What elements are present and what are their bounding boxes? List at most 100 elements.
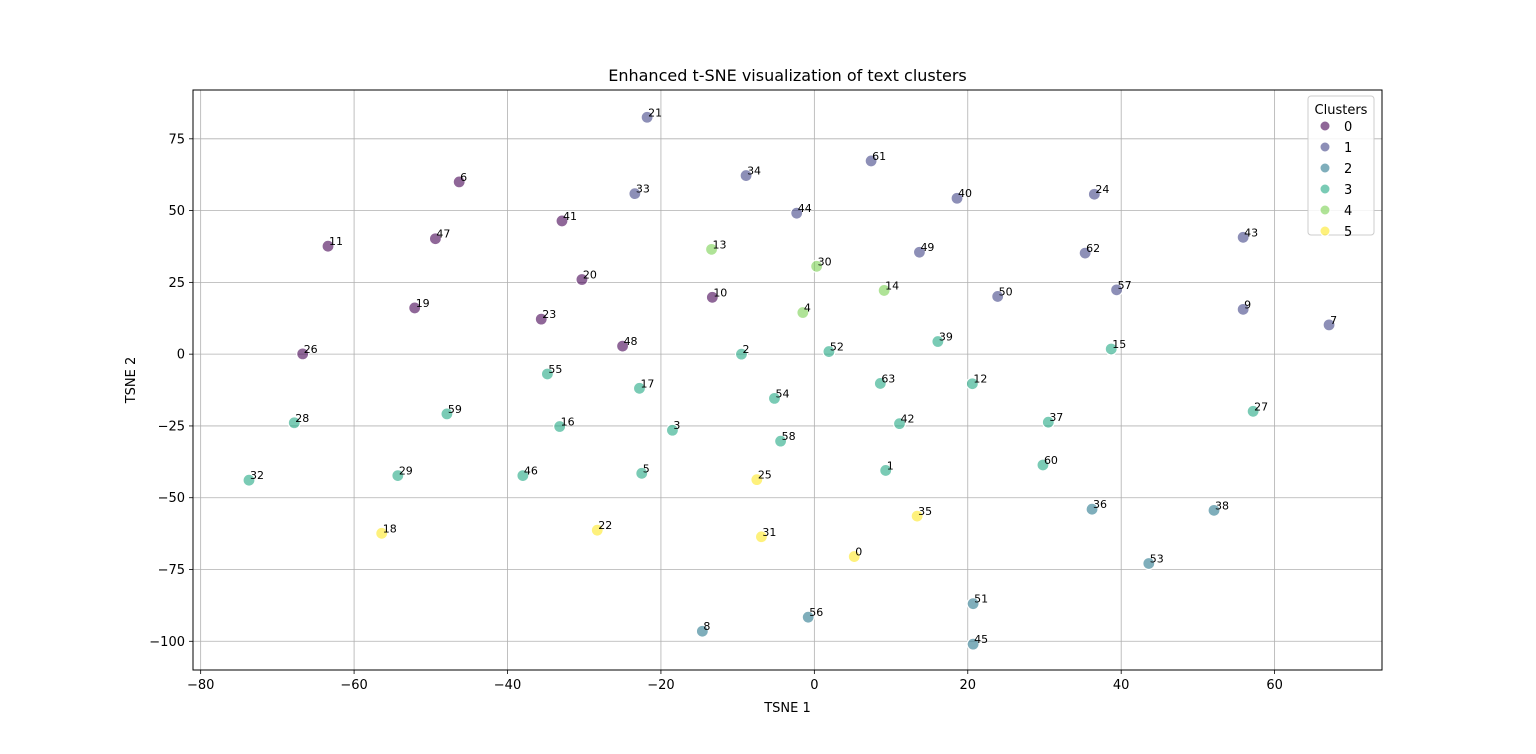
data-point [950,191,964,205]
x-tick-label: 0 [810,678,818,693]
data-point [695,624,709,638]
point-label: 36 [1093,498,1107,511]
data-point [665,423,680,437]
point-label: 59 [448,403,462,416]
data-point [553,419,567,434]
data-point [873,376,887,391]
legend-label: 5 [1344,225,1352,240]
y-tick-label: −75 [158,563,185,578]
y-axis-title: TSNE 2 [124,357,139,405]
point-label: 49 [920,241,934,254]
point-label: 13 [713,238,727,251]
point-label: 19 [416,297,430,310]
point-label: 47 [436,228,450,241]
y-tick-label: 0 [177,348,185,363]
legend-marker [1319,225,1331,237]
data-point [375,526,389,540]
point-label: 60 [1044,454,1058,467]
point-label: 8 [703,620,710,633]
data-point [704,242,719,256]
data-point [555,214,569,228]
legend-label: 2 [1344,162,1352,177]
point-label: 7 [1330,314,1337,327]
legend: Clusters 0 1 2 3 4 5 [1307,95,1375,240]
point-label: 24 [1095,183,1109,196]
point-label: 50 [999,285,1013,298]
data-point [1246,404,1260,418]
point-label: 48 [624,335,638,348]
data-point [1207,503,1221,517]
data-point [615,339,630,353]
data-point [877,283,891,298]
point-label: 46 [524,465,538,478]
x-axis-title: TSNE 1 [763,701,811,716]
data-point [892,417,907,431]
point-label: 30 [818,255,832,268]
data-point [910,509,924,523]
data-point [966,637,980,651]
data-point [879,463,893,478]
data-point [1236,230,1250,244]
data-point [391,469,405,483]
point-label: 56 [809,606,823,619]
point-label: 1 [887,459,894,472]
data-point [1109,283,1124,297]
data-point [847,549,861,564]
point-label: 4 [804,302,811,315]
point-label: 40 [958,187,972,200]
data-point [790,206,804,220]
legend-marker [1319,204,1331,216]
data-point [590,523,604,537]
point-label: 62 [1086,242,1100,255]
point-label: 21 [648,106,662,119]
point-label: 29 [399,465,413,478]
point-label: 25 [758,469,772,482]
data-points [242,110,1336,651]
data-point [632,381,647,395]
data-point [739,168,753,183]
point-label: 34 [747,165,761,178]
data-point [1085,502,1099,516]
data-point [428,232,443,246]
point-label: 43 [1244,226,1258,239]
point-label: 16 [561,416,575,429]
data-point [801,610,815,624]
data-point [296,347,310,361]
data-point [452,175,466,189]
data-point [796,305,810,320]
data-point [750,473,764,487]
data-point [516,469,530,483]
point-label: 22 [598,519,612,532]
point-label: 44 [798,202,812,215]
x-axis-ticks: −80 −60 −40 −20 0 20 40 60 [187,670,1283,693]
data-point [734,347,749,361]
point-label: 10 [713,286,727,299]
point-label: 35 [918,505,932,518]
data-point [966,597,980,611]
point-label: 5 [643,462,650,475]
y-tick-label: 25 [168,276,185,291]
point-label: 61 [872,150,886,163]
point-label: 33 [636,183,650,196]
point-label: 9 [1244,298,1251,311]
data-point [1236,302,1250,316]
x-tick-label: 40 [1113,678,1130,693]
y-tick-label: −50 [158,491,185,506]
point-label: 18 [383,522,397,535]
legend-title: Clusters [1315,103,1368,118]
plot-frame [192,89,1383,671]
data-point [440,407,454,421]
x-tick-label: −80 [187,678,214,693]
point-label: 57 [1118,279,1132,292]
grid-lines [193,90,1382,670]
point-label: 58 [782,430,796,443]
data-point [754,530,769,544]
point-label: 63 [881,372,895,385]
y-tick-label: −25 [158,419,185,434]
data-point [242,473,256,487]
legend-marker [1319,141,1331,153]
point-label: 17 [640,377,654,390]
point-label: 0 [855,546,862,559]
y-axis-ticks: −100 −75 −50 −25 0 25 50 75 [149,132,193,650]
